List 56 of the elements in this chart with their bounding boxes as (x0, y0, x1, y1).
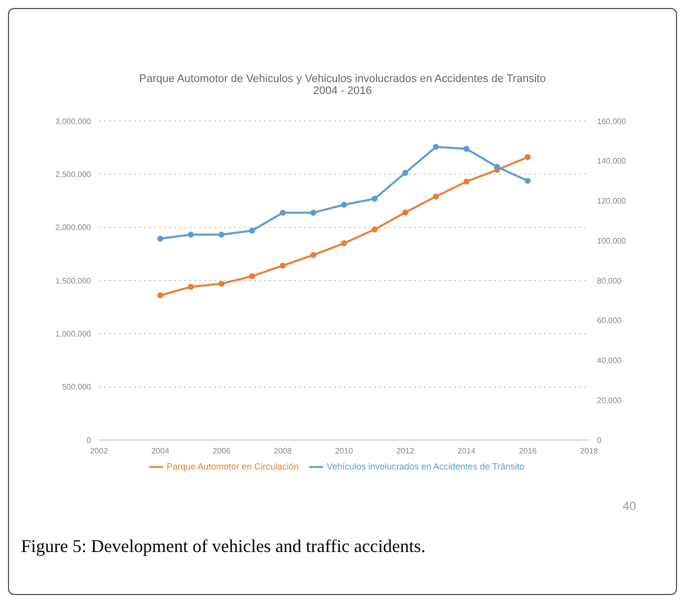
y2-tick-label: 60,000 (597, 316, 622, 326)
point (341, 202, 347, 208)
point (249, 228, 256, 234)
point (310, 210, 316, 216)
x-tick-label: 2012 (396, 446, 415, 456)
y-tick-label: 500,000 (62, 382, 92, 392)
y-tick-label: 2,000,000 (55, 223, 92, 232)
chart-title: Parque Automotor de Vehiculos y Vehiculos involucrados en Accidentes de Transito (138, 73, 547, 85)
x-tick-label: 2008 (274, 446, 292, 456)
point (402, 170, 408, 176)
point (372, 226, 378, 232)
chart-subtitle: 2004 - 2016 (312, 85, 373, 97)
text: 40 (622, 499, 636, 513)
point (464, 178, 470, 185)
point (402, 209, 408, 216)
legend-label: Vehículos involucrados en Accidentes de Tránsito (326, 461, 524, 472)
point (188, 232, 194, 238)
y-tick-label: 3,000,000 (55, 116, 92, 126)
x-tick-label: 2006 (212, 446, 231, 456)
point (280, 210, 286, 216)
point (310, 252, 316, 258)
point (432, 144, 439, 150)
y2-tick-label: 100,000 (597, 236, 626, 246)
point (494, 164, 500, 170)
point (280, 262, 286, 269)
y2-tick-label: 120,000 (597, 196, 626, 206)
point (372, 196, 378, 202)
point (157, 236, 164, 242)
y2-tick-label: 80,000 (597, 276, 622, 286)
point (524, 154, 531, 160)
x-tick-label: 2002 (90, 446, 108, 456)
y-tick-label: 1,000,000 (55, 330, 92, 339)
y2-tick-label: 0 (597, 436, 602, 445)
x-tick-label: 2014 (458, 446, 476, 456)
legend-label: Parque Automotor en Circulación (166, 461, 299, 472)
point (524, 178, 531, 184)
y-tick-label: 1,500,000 (55, 276, 92, 286)
y2-tick-label: 40,000 (597, 356, 622, 366)
point (188, 284, 194, 290)
point (218, 232, 224, 238)
y2-tick-label: 160,000 (597, 116, 626, 126)
x-tick-label: 2018 (580, 446, 598, 456)
y-tick-label: 0 (86, 436, 92, 445)
y2-tick-label: 20,000 (597, 396, 622, 405)
point (464, 146, 470, 152)
point (249, 273, 256, 280)
point (432, 193, 439, 200)
y2-tick-label: 140,000 (597, 156, 626, 166)
point (341, 240, 347, 246)
point (218, 280, 224, 287)
y-tick-label: 2,500,000 (55, 170, 92, 180)
caption: Figure 5: Development of vehicles and traffic accidents. (21, 536, 426, 557)
x-tick-label: 2010 (335, 446, 354, 456)
x-tick-label: 2004 (151, 446, 170, 456)
x-tick-label: 2016 (518, 446, 538, 456)
point (157, 292, 164, 298)
